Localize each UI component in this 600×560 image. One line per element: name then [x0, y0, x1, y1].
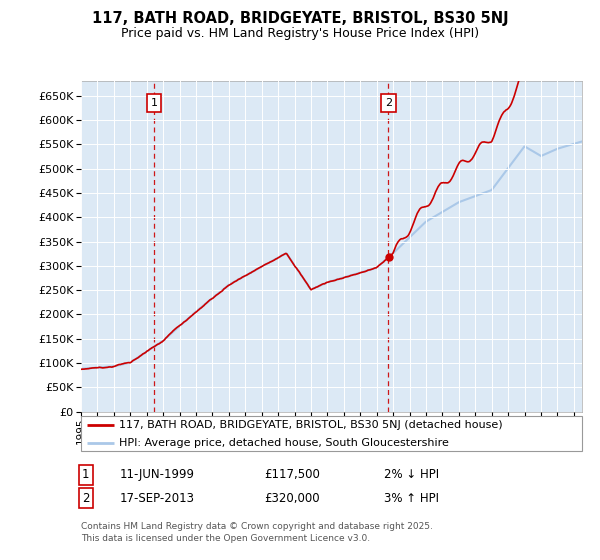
Text: 11-JUN-1999: 11-JUN-1999	[120, 468, 195, 482]
Text: 117, BATH ROAD, BRIDGEYATE, BRISTOL, BS30 5NJ (detached house): 117, BATH ROAD, BRIDGEYATE, BRISTOL, BS3…	[119, 421, 502, 431]
Text: Price paid vs. HM Land Registry's House Price Index (HPI): Price paid vs. HM Land Registry's House …	[121, 27, 479, 40]
Text: 1: 1	[82, 468, 89, 482]
Text: This data is licensed under the Open Government Licence v3.0.: This data is licensed under the Open Gov…	[81, 534, 370, 543]
Text: 3% ↑ HPI: 3% ↑ HPI	[384, 492, 439, 505]
Text: 117, BATH ROAD, BRIDGEYATE, BRISTOL, BS30 5NJ: 117, BATH ROAD, BRIDGEYATE, BRISTOL, BS3…	[92, 11, 508, 26]
Text: £320,000: £320,000	[264, 492, 320, 505]
Text: £117,500: £117,500	[264, 468, 320, 482]
Text: 2% ↓ HPI: 2% ↓ HPI	[384, 468, 439, 482]
Text: Contains HM Land Registry data © Crown copyright and database right 2025.: Contains HM Land Registry data © Crown c…	[81, 522, 433, 531]
Text: 1: 1	[151, 98, 157, 108]
FancyBboxPatch shape	[81, 416, 582, 451]
Text: HPI: Average price, detached house, South Gloucestershire: HPI: Average price, detached house, Sout…	[119, 438, 448, 448]
Text: 17-SEP-2013: 17-SEP-2013	[120, 492, 195, 505]
Text: 2: 2	[82, 492, 89, 505]
Text: 2: 2	[385, 98, 392, 108]
